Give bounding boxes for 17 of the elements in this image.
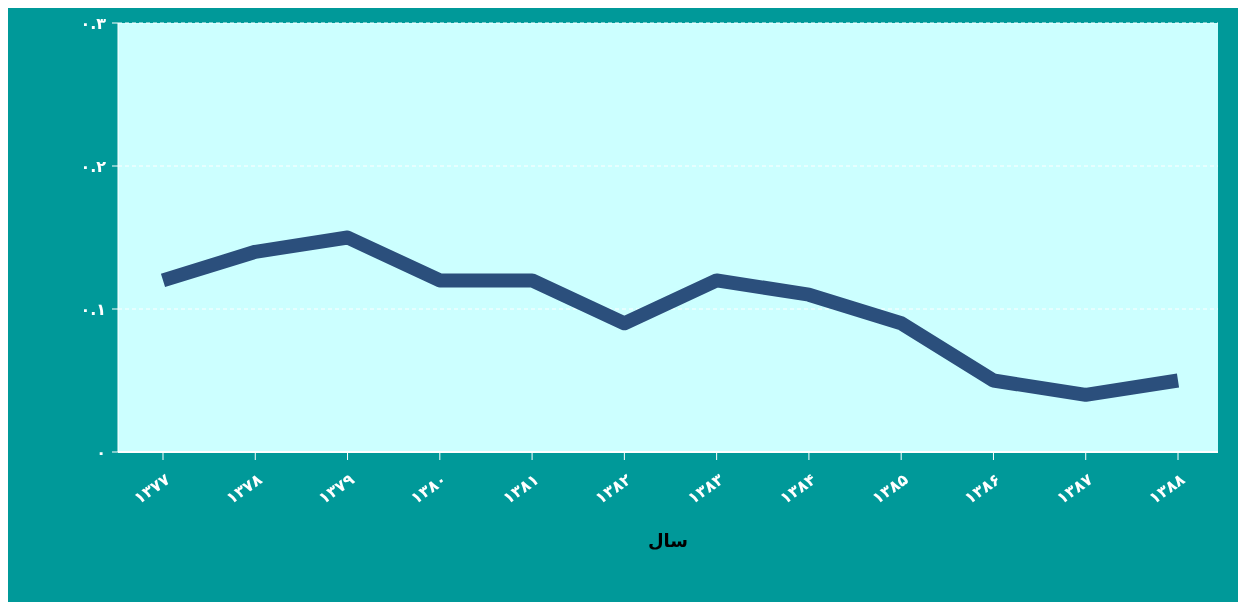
y-tick-label: ۰.۲ — [80, 156, 107, 176]
x-tick-label: ۱۳۸۷ — [1053, 469, 1097, 508]
x-tick-label: ۱۳۸۸ — [1145, 469, 1189, 508]
x-tick-label: ۱۳۸۱ — [499, 469, 543, 508]
x-tick-label: ۱۳۸۶ — [960, 469, 1004, 508]
y-tick-label: ۰.۳ — [80, 13, 107, 33]
y-tick-label: ۰ — [96, 442, 106, 462]
x-tick-label: ۱۳۷۷ — [130, 469, 174, 508]
x-tick-label: ۱۳۸۰ — [407, 469, 451, 508]
x-tick-label: ۱۳۸۲ — [591, 469, 635, 508]
x-tick-label: ۱۳۸۵ — [868, 469, 912, 508]
x-tick-label: ۱۳۸۳ — [684, 469, 728, 508]
x-axis-title: سال — [647, 530, 689, 551]
y-tick-label: ۰.۱ — [80, 299, 106, 319]
x-tick-label: ۱۳۷۸ — [222, 469, 266, 508]
x-tick-label: ۱۳۸۴ — [776, 469, 820, 508]
x-tick-label: ۱۳۷۹ — [314, 469, 359, 508]
